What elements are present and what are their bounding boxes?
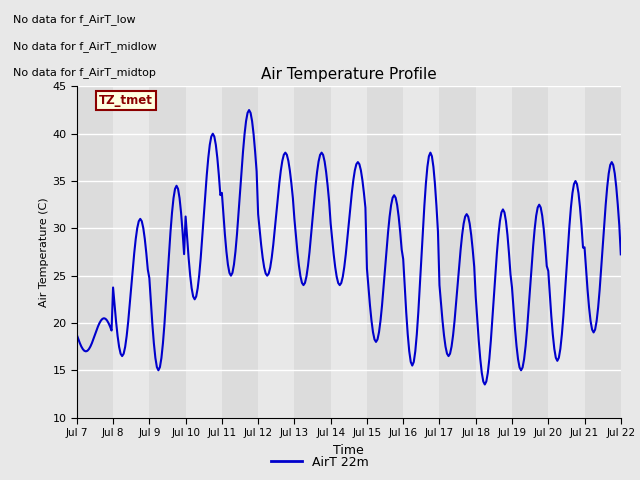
Text: No data for f_AirT_midlow: No data for f_AirT_midlow <box>13 41 157 52</box>
Text: TZ_tmet: TZ_tmet <box>99 94 153 107</box>
Title: Air Temperature Profile: Air Temperature Profile <box>261 68 436 83</box>
Bar <box>258 86 294 418</box>
Bar <box>331 86 367 418</box>
Bar <box>548 86 584 418</box>
Bar <box>367 86 403 418</box>
Bar <box>584 86 621 418</box>
Bar <box>403 86 440 418</box>
Bar <box>621 86 640 418</box>
Bar <box>476 86 512 418</box>
Bar <box>113 86 149 418</box>
X-axis label: Time: Time <box>333 444 364 456</box>
Bar <box>440 86 476 418</box>
Y-axis label: Air Temperature (C): Air Temperature (C) <box>40 197 49 307</box>
Legend: AirT 22m: AirT 22m <box>266 451 374 474</box>
Bar <box>77 86 113 418</box>
Bar <box>294 86 331 418</box>
Bar <box>186 86 222 418</box>
Bar <box>149 86 186 418</box>
Text: No data for f_AirT_low: No data for f_AirT_low <box>13 14 136 25</box>
Bar <box>512 86 548 418</box>
Bar <box>222 86 258 418</box>
Text: No data for f_AirT_midtop: No data for f_AirT_midtop <box>13 67 156 78</box>
